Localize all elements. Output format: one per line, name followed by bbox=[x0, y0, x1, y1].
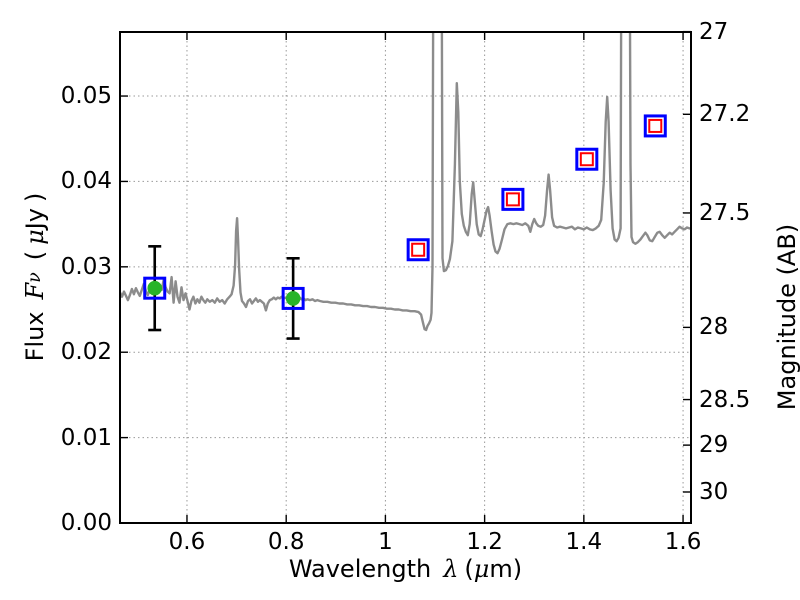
y-tick-label-right: 27.5 bbox=[699, 199, 751, 226]
mu-symbol-left: μ bbox=[21, 229, 49, 245]
y-tick-label-left: 0.04 bbox=[60, 168, 112, 195]
y-tick-label-left: 0.03 bbox=[60, 253, 112, 280]
lambda-symbol: λ bbox=[443, 555, 459, 583]
observed-circle-marker bbox=[147, 280, 163, 296]
axes-frame bbox=[119, 31, 692, 524]
predicted-inner-square-marker bbox=[411, 242, 426, 257]
observed-circle-marker bbox=[285, 291, 301, 306]
y-tick-label-left: 0.00 bbox=[60, 510, 112, 536]
x-axis-label-word: Wavelength bbox=[288, 555, 432, 583]
y-tick-label-right: 30 bbox=[699, 478, 729, 505]
y-tick-label-right: 27 bbox=[699, 18, 729, 45]
y-tick-label-right: 29 bbox=[699, 432, 729, 459]
y-tick-label-right: 27.2 bbox=[699, 101, 751, 128]
x-tick-label: 1.4 bbox=[565, 529, 603, 555]
flux-symbol: F bbox=[21, 282, 49, 300]
x-tick-label: 0.8 bbox=[267, 529, 305, 555]
y-tick-label-left: 0.02 bbox=[60, 339, 112, 366]
predicted-inner-square-marker bbox=[579, 152, 594, 167]
x-axis-label-unit: m) bbox=[489, 555, 523, 583]
x-axis-label: Wavelength λ(μ m) bbox=[120, 552, 691, 586]
x-tick-label: 0.6 bbox=[168, 529, 206, 555]
y-tick-label-left: 0.01 bbox=[60, 424, 112, 451]
observed-square-marker bbox=[281, 286, 305, 310]
mu-symbol: μ bbox=[473, 555, 490, 583]
y-axis-label-unit: Jy bbox=[21, 208, 49, 230]
y-tick-label-right: 28 bbox=[699, 314, 729, 341]
predicted-inner-square-marker bbox=[648, 118, 663, 133]
model-spectrum-line bbox=[120, 32, 691, 332]
observed-square-marker bbox=[143, 276, 167, 300]
predicted-inner-square-marker bbox=[505, 192, 520, 207]
x-axis-label-paren: ( bbox=[464, 555, 474, 583]
x-tick-label: 1.2 bbox=[466, 529, 503, 555]
y-tick-label-left: 0.05 bbox=[60, 83, 112, 110]
x-tick-label: 1 bbox=[378, 529, 393, 555]
y-tick-label-right: 28.5 bbox=[699, 386, 751, 413]
x-tick-label: 1.6 bbox=[664, 529, 702, 555]
